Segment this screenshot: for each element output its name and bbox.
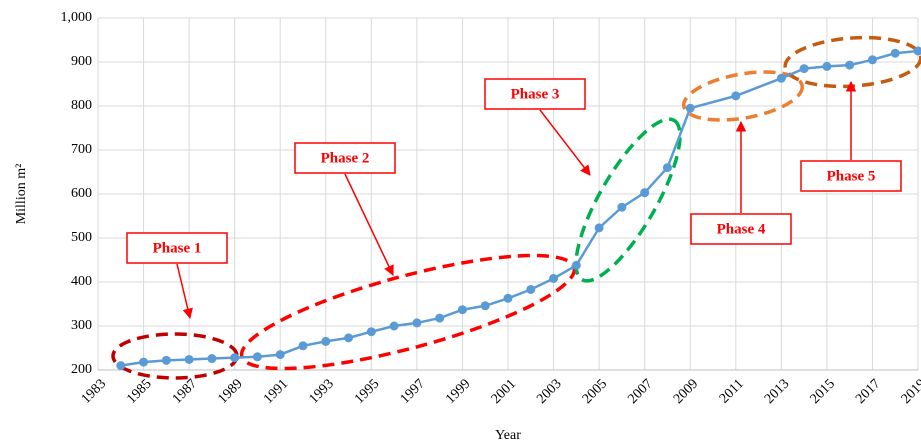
x-tick-label: 1991 <box>261 376 291 406</box>
x-tick-label: 1985 <box>124 376 154 406</box>
x-tick-label: 1989 <box>215 376 245 406</box>
point <box>867 55 877 65</box>
point <box>526 284 536 294</box>
point <box>503 293 513 303</box>
point <box>799 64 809 74</box>
phase-ellipse <box>682 70 804 122</box>
y-tick-label: 500 <box>71 230 92 245</box>
x-tick-label: 2007 <box>625 376 655 406</box>
point <box>252 352 262 362</box>
point <box>275 350 285 360</box>
phase-arrow <box>344 173 394 276</box>
phase-label: Phase 1 <box>153 240 202 256</box>
point <box>389 321 399 331</box>
phase-box <box>294 142 396 174</box>
point <box>412 318 422 328</box>
phase-arrow <box>539 109 591 176</box>
x-tick-label: 1995 <box>352 376 382 406</box>
y-tick-label: 600 <box>71 186 92 201</box>
point <box>890 48 900 58</box>
point <box>298 341 308 351</box>
y-tick-label: 800 <box>71 98 92 113</box>
x-tick-label: 2009 <box>671 376 701 406</box>
x-tick-label: 1987 <box>170 376 200 406</box>
x-tick-label: 1993 <box>306 376 336 406</box>
point <box>913 46 921 56</box>
phase-label: Phase 3 <box>511 86 560 102</box>
point <box>321 336 331 346</box>
phase-label: Phase 4 <box>717 221 766 237</box>
point <box>549 273 559 283</box>
point <box>161 355 171 365</box>
x-tick-label: 2003 <box>534 376 564 406</box>
x-axis-label: Year <box>495 428 521 443</box>
point <box>731 91 741 101</box>
x-tick-label: 2001 <box>489 376 519 406</box>
point <box>366 327 376 337</box>
x-tick-label: 2005 <box>580 376 610 406</box>
point <box>480 301 490 311</box>
point <box>230 353 240 363</box>
y-tick-label: 400 <box>71 274 92 289</box>
point <box>435 313 445 323</box>
phase-ellipse <box>574 117 682 283</box>
point <box>571 260 581 270</box>
point <box>640 188 650 198</box>
point <box>207 354 217 364</box>
phase-box <box>126 232 228 264</box>
phase-label: Phase 5 <box>827 168 876 184</box>
phase-ellipse <box>239 253 577 371</box>
y-tick-label: 700 <box>71 142 92 157</box>
phase-arrow <box>176 263 193 320</box>
point <box>662 163 672 173</box>
point <box>776 73 786 83</box>
point <box>594 223 604 233</box>
x-tick-label: 2019 <box>899 376 921 406</box>
x-tick-label: 2017 <box>853 376 883 406</box>
x-tick-label: 1983 <box>79 376 109 406</box>
point <box>139 357 149 367</box>
phase-ellipse <box>111 332 239 380</box>
phase-box <box>484 78 586 110</box>
y-tick-label: 1,000 <box>61 10 93 25</box>
y-tick-label: 200 <box>71 362 92 377</box>
phase-label: Phase 2 <box>321 150 370 166</box>
phase-box <box>690 213 792 245</box>
point <box>822 61 832 71</box>
x-tick-label: 1997 <box>398 376 428 406</box>
line <box>120 49 919 367</box>
x-tick-label: 2013 <box>762 376 792 406</box>
phase-box <box>800 160 902 192</box>
point <box>116 361 126 371</box>
point <box>184 354 194 364</box>
point <box>685 103 695 113</box>
point <box>344 333 354 343</box>
y-tick-label: 900 <box>71 54 92 69</box>
x-tick-label: 1999 <box>443 376 473 406</box>
point <box>457 305 467 315</box>
x-tick-label: 2015 <box>808 376 838 406</box>
point <box>617 202 627 212</box>
y-tick-label: 300 <box>71 318 92 333</box>
point <box>845 60 855 70</box>
y-axis-label: Million m² <box>14 164 29 225</box>
x-tick-label: 2011 <box>717 376 747 406</box>
